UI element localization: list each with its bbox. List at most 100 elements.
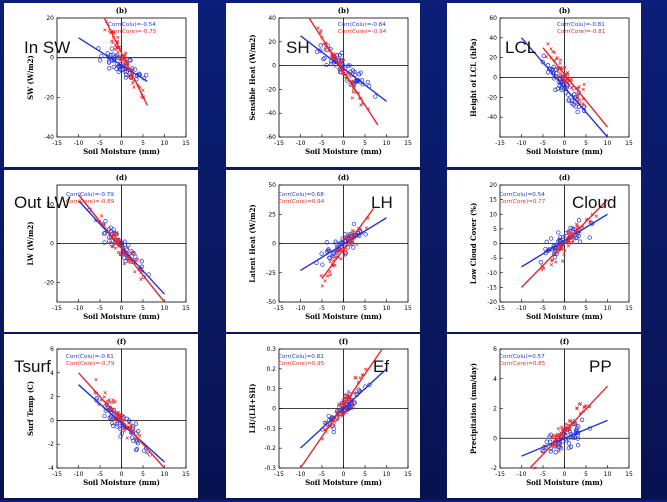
x-tick-label: -15 xyxy=(274,471,284,478)
data-point-colu xyxy=(576,218,582,223)
data-point-core xyxy=(572,236,576,240)
data-point-core xyxy=(553,443,557,448)
data-point-colu xyxy=(558,446,564,451)
data-point-colu xyxy=(94,396,100,401)
y-tick-label: 0.2 xyxy=(266,366,276,373)
data-point-colu xyxy=(123,259,128,264)
fit-line-colu xyxy=(521,213,608,268)
panel-svg: (d) -15 -10 -5 0 5 10 15 -20 0 20 Soil Moisture (mm… xyxy=(14,173,190,321)
x-axis-label: Soil Moisture (mm) xyxy=(526,478,603,487)
data-point-colu xyxy=(110,52,115,57)
y-tick-label: 50 xyxy=(268,182,276,189)
data-point-core xyxy=(563,249,567,253)
data-point-core xyxy=(560,259,565,263)
data-point-colu xyxy=(324,62,329,68)
data-point-core xyxy=(129,251,134,255)
data-point-core xyxy=(112,231,116,235)
y-tick-label: 40 xyxy=(489,35,497,42)
y-tick-label: -0.2 xyxy=(264,445,276,452)
y-tick-label: -15 xyxy=(487,284,497,291)
y-tick-label: 0 xyxy=(50,241,54,248)
x-tick-label: 15 xyxy=(182,471,190,478)
data-point-colu xyxy=(139,264,145,269)
x-tick-label: -10 xyxy=(74,471,84,478)
data-point-core xyxy=(116,250,121,255)
y-tick-label: 4 xyxy=(493,376,497,383)
data-point-colu xyxy=(324,240,329,245)
data-point-colu xyxy=(133,447,139,453)
data-point-colu xyxy=(577,239,583,244)
data-point-colu xyxy=(139,259,144,264)
data-point-colu xyxy=(109,229,114,234)
panel-tag: (d) xyxy=(338,173,350,182)
legend-entry: Corr(Colu)=-0.79 xyxy=(66,192,114,198)
data-point-core xyxy=(576,92,580,96)
fit-line-colu xyxy=(520,37,609,138)
x-tick-label: -5 xyxy=(319,140,325,147)
data-point-core xyxy=(563,79,567,83)
data-point-colu xyxy=(353,72,358,77)
data-point-core xyxy=(578,401,583,406)
x-tick-label: -10 xyxy=(517,140,527,147)
data-point-colu xyxy=(94,398,99,403)
data-point-core xyxy=(319,274,323,278)
data-point-colu xyxy=(136,429,141,434)
data-point-colu xyxy=(326,247,331,252)
x-tick-label: 10 xyxy=(161,305,169,312)
data-point-core xyxy=(581,87,585,92)
y-tick-label: 0 xyxy=(493,435,497,442)
legend-entry: Corr(Colu)=-0.61 xyxy=(66,354,114,360)
data-point-colu xyxy=(117,61,123,67)
panel-svg: (f) -15 -10 -5 0 5 10 15 -4 -2 0 2 4 6 Soil Moisture (… xyxy=(14,337,190,487)
data-point-colu xyxy=(566,445,571,451)
data-point-colu xyxy=(548,236,554,241)
data-point-core xyxy=(582,82,586,87)
data-point-colu xyxy=(565,83,570,88)
x-tick-label: 0 xyxy=(342,471,346,478)
data-point-core xyxy=(558,71,562,76)
data-point-core xyxy=(533,466,537,470)
data-point-core xyxy=(337,57,341,61)
data-point-core xyxy=(340,413,344,417)
data-point-core xyxy=(132,85,136,89)
data-point-colu xyxy=(322,420,328,425)
data-point-colu xyxy=(118,434,123,439)
x-tick-label: -10 xyxy=(296,305,306,312)
data-point-colu xyxy=(351,245,356,250)
data-point-core xyxy=(330,254,334,258)
data-point-core xyxy=(320,284,325,288)
data-point-colu xyxy=(97,58,103,63)
data-point-core xyxy=(549,47,553,51)
data-point-core xyxy=(565,70,570,75)
data-point-colu xyxy=(320,262,325,267)
y-tick-label: -50 xyxy=(266,299,276,306)
data-point-core xyxy=(328,260,332,264)
y-tick-label: 5 xyxy=(493,226,497,233)
data-point-colu xyxy=(350,68,356,73)
data-point-colu xyxy=(123,75,129,80)
data-point-core xyxy=(122,429,127,433)
x-tick-label: 15 xyxy=(625,471,633,478)
y-tick-label: 0 xyxy=(50,417,54,424)
data-point-core xyxy=(567,241,572,245)
data-point-core xyxy=(350,96,354,100)
x-tick-label: -5 xyxy=(540,305,546,312)
x-tick-label: -5 xyxy=(97,140,103,147)
x-tick-label: 0 xyxy=(120,140,124,147)
x-tick-label: -15 xyxy=(52,471,62,478)
data-point-core xyxy=(567,419,572,423)
data-point-colu xyxy=(322,55,327,61)
x-tick-label: -15 xyxy=(495,305,505,312)
data-point-colu xyxy=(538,260,544,265)
scatter-panel-8: (f) -15 -10 -5 0 5 10 15 -0.3 -0.2 -0.1 0 0.1 0.2 0.3 S… xyxy=(226,334,420,498)
data-point-colu xyxy=(331,429,336,435)
data-point-colu xyxy=(113,231,118,237)
legend-entry: Corr(Core)=0.85 xyxy=(499,361,546,367)
data-point-core xyxy=(127,74,131,78)
data-point-colu xyxy=(550,71,555,76)
x-tick-label: 15 xyxy=(404,305,412,312)
data-point-core xyxy=(129,75,133,79)
data-point-colu xyxy=(572,92,577,97)
panel-svg: (b) -15 -10 -5 0 5 10 15 -40 -20 0 20 Soil Moisture … xyxy=(24,6,190,156)
x-tick-label: 10 xyxy=(383,471,391,478)
